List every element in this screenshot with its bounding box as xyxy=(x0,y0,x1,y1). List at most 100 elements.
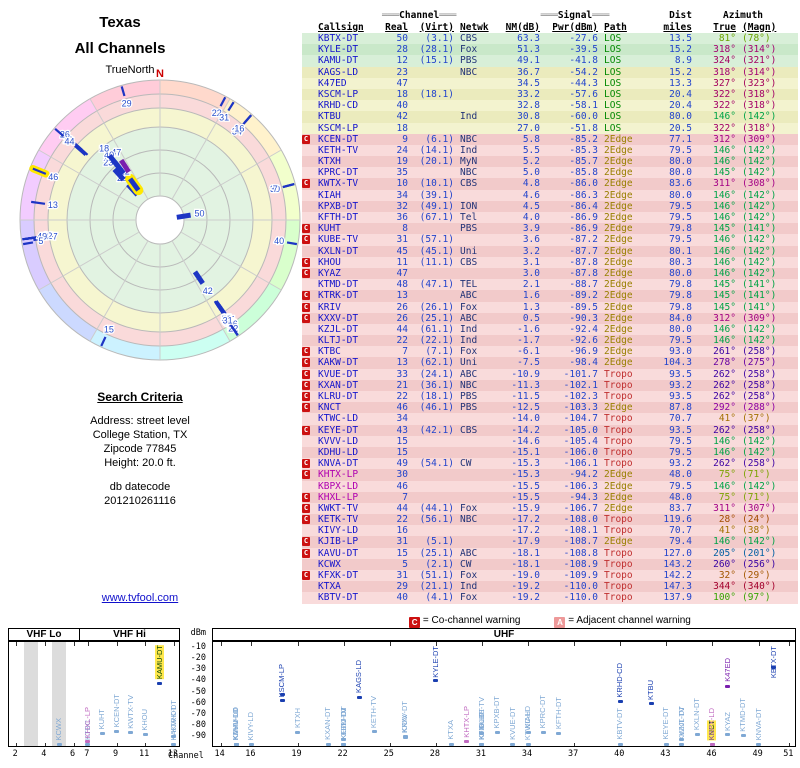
station-link[interactable]: KUBE-TV xyxy=(318,234,359,246)
station-link[interactable]: KTMD-DT xyxy=(318,279,359,291)
station-link[interactable]: K47ED xyxy=(318,77,347,89)
table-cell: 84.0 xyxy=(669,312,692,324)
station-link[interactable]: KHXL-LP xyxy=(318,491,359,503)
station-link[interactable]: KETK-TV xyxy=(318,514,359,526)
station-link[interactable]: KNVA-DT xyxy=(318,458,359,470)
channel-tick-label: 11 xyxy=(139,749,150,759)
table-cell: 205° xyxy=(713,547,736,559)
table-cell: 292° xyxy=(713,402,736,414)
station-link[interactable]: KTBU xyxy=(318,111,341,123)
station-link[interactable]: KRIV xyxy=(318,301,341,313)
station-link[interactable]: KBTV-DT xyxy=(318,592,359,604)
table-cell: PBS xyxy=(460,55,478,67)
co-channel-warning-icon: C xyxy=(302,268,310,278)
station-link[interactable]: KBPX-LD xyxy=(318,480,359,492)
co-channel-warning-icon: C xyxy=(302,358,310,368)
table-cell: (97°) xyxy=(742,592,771,604)
station-link[interactable]: KSCM-LP xyxy=(318,122,359,134)
table-cell: (4.1) xyxy=(425,592,454,604)
dbm-tick-label: -50 xyxy=(190,686,206,697)
station-link[interactable]: KCWX xyxy=(318,558,341,570)
station-link[interactable]: KYAZ xyxy=(318,267,341,279)
station-link[interactable]: KAVU-DT xyxy=(318,547,359,559)
station-link[interactable]: KLTJ-DT xyxy=(318,335,359,347)
table-row: C KXAN-DT 21 (36.1) NBC -11.3 -102.1 Tropo 93.2 2… xyxy=(302,379,798,391)
station-link[interactable]: KAMU-DT xyxy=(318,55,359,67)
channel-tick xyxy=(343,642,345,646)
station-link[interactable]: KPXB-DT xyxy=(318,200,359,212)
channel-tick xyxy=(116,642,118,646)
station-link[interactable]: KETH-TV xyxy=(318,144,359,156)
table-cell: 2Edge xyxy=(604,144,633,156)
station-link[interactable]: KSCM-LP xyxy=(318,88,359,100)
station-link[interactable]: KDHU-LD xyxy=(318,446,359,458)
table-cell: -108.8 xyxy=(563,547,598,559)
station-link[interactable]: KVUE-DT xyxy=(318,368,359,380)
table-cell: 262° xyxy=(713,391,736,402)
station-link[interactable]: KZJL-DT xyxy=(318,323,359,335)
station-link[interactable]: KRHD-CD xyxy=(318,100,359,112)
channel-tick xyxy=(789,642,791,646)
table-cell: 2Edge xyxy=(604,301,633,313)
station-link[interactable]: KXXV-DT xyxy=(318,312,359,324)
station-channel-label: 49 xyxy=(37,232,47,242)
station-link[interactable]: KXLN-DT xyxy=(318,245,359,257)
table-row: KTWC-LD 34 -14.0 -104.7 Tropo 70.7 41° (37°) xyxy=(302,413,798,425)
station-link[interactable]: KTWC-LD xyxy=(318,413,359,425)
warning-cell: C xyxy=(302,548,312,559)
station-link[interactable]: KFTH-DT xyxy=(318,212,359,223)
station-link[interactable]: KTRK-DT xyxy=(318,290,359,302)
table-cell: 13 xyxy=(396,290,408,302)
station-link[interactable]: KPRC-DT xyxy=(318,167,359,179)
table-row: KYLE-DT 28 (28.1) Fox 51.3 -39.5 LOS 15.2 318° (3… xyxy=(302,44,798,56)
station-link[interactable]: KWTX-TV xyxy=(318,178,359,190)
table-cell: (142°) xyxy=(742,480,777,492)
table-cell: 15.2 xyxy=(669,44,692,56)
station-link[interactable]: KXAN-DT xyxy=(318,379,359,391)
station-link[interactable]: KJIB-LP xyxy=(318,536,359,548)
channel-tick-label: 13 xyxy=(167,749,178,759)
station-marker xyxy=(725,733,731,737)
station-channel-label: 42 xyxy=(203,286,213,296)
table-cell: (318°) xyxy=(742,100,777,112)
channel-tick-label: 25 xyxy=(383,749,394,759)
table-cell: 3.2 xyxy=(522,245,540,257)
table-cell: Tel xyxy=(460,212,478,223)
station-link[interactable]: KBTX-DT xyxy=(318,33,359,44)
tvfool-link[interactable]: www.tvfool.com xyxy=(101,592,179,604)
table-cell: 40 xyxy=(396,100,408,112)
station-link[interactable]: KHTX-LP xyxy=(318,469,359,481)
station-label: KTWC-LD xyxy=(523,705,533,740)
station-link[interactable]: KLRU-DT xyxy=(318,391,359,402)
station-link[interactable]: KAGS-LD xyxy=(318,66,359,78)
channel-tick-label: 7 xyxy=(84,749,90,759)
table-cell: 18 xyxy=(396,122,408,134)
station-link[interactable]: KCEN-DT xyxy=(318,133,359,145)
table-cell: NBC xyxy=(460,514,478,526)
station-link[interactable]: KTXH xyxy=(318,156,341,168)
station-link[interactable]: KHOU xyxy=(318,256,341,268)
table-cell: -85.8 xyxy=(569,167,598,179)
station-link[interactable]: KIAH xyxy=(318,189,341,201)
station-link[interactable]: KEYE-DT xyxy=(318,424,359,436)
station-link[interactable]: KVVV-LD xyxy=(318,435,359,447)
station-link[interactable]: KTXA xyxy=(318,581,341,593)
station-link[interactable]: KNCT xyxy=(318,402,341,414)
station-label: KYLE-DT xyxy=(430,646,440,678)
table-cell: 79.4 xyxy=(669,536,692,548)
table-cell: LOS xyxy=(604,100,622,112)
table-cell: Tropo xyxy=(604,458,633,470)
station-link[interactable]: KWKT-TV xyxy=(318,502,359,514)
table-cell: -17.2 xyxy=(511,525,540,537)
station-link[interactable]: KFXK-DT xyxy=(318,570,359,581)
table-cell: NBC xyxy=(460,133,478,145)
table-cell: 2Edge xyxy=(604,189,633,201)
station-link[interactable]: KYLE-DT xyxy=(318,44,359,56)
table-cell: ABC xyxy=(460,312,478,324)
station-link[interactable]: KTBC xyxy=(318,346,341,358)
station-link[interactable]: KIVY-LD xyxy=(318,525,359,537)
station-link[interactable]: KAKW-DT xyxy=(318,357,359,369)
station-link[interactable]: KUHT xyxy=(318,223,341,235)
station-marker xyxy=(325,742,331,746)
table-row: KFTH-DT 36 (67.1) Tel 4.0 -86.9 2Edge 79.5 146° (… xyxy=(302,212,798,224)
